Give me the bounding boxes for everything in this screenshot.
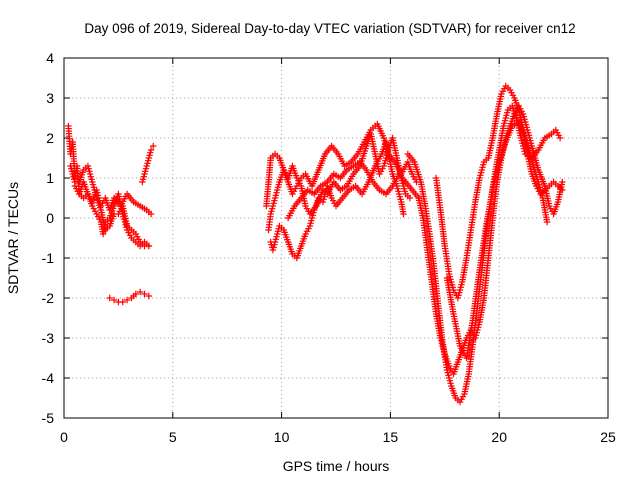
data-point-marker [147, 210, 155, 218]
series-trace-i [284, 158, 422, 222]
data-point-marker [147, 146, 155, 154]
series-trace-a [65, 122, 155, 218]
x-axis-label: GPS time / hours [283, 458, 390, 474]
y-axis-label: SDTVAR / TECUs [5, 182, 21, 294]
series-trace-d [106, 288, 153, 306]
x-tick-label: 20 [491, 429, 507, 445]
data-point-marker [543, 218, 551, 226]
y-tick-label: 2 [46, 130, 54, 146]
data-point-marker [559, 178, 566, 186]
data-point-marker [150, 142, 157, 150]
data-point-marker [123, 296, 131, 304]
series-trace-e [139, 142, 157, 186]
y-tick-label: 0 [46, 210, 54, 226]
y-tick-label: -2 [42, 290, 55, 306]
data-point-marker [400, 210, 407, 218]
series-trace-m [443, 118, 551, 362]
plot-frame [63, 57, 609, 419]
series-trace-c [71, 182, 153, 250]
data-point-marker [132, 290, 140, 298]
data-point-marker [141, 290, 148, 298]
x-tick-label: 5 [169, 429, 177, 445]
data-point-marker [145, 292, 153, 300]
data-point-marker [110, 296, 118, 304]
data-point-marker [556, 134, 564, 142]
y-tick-label: -5 [42, 410, 55, 426]
data-point-marker [119, 298, 126, 306]
y-tick-label: 1 [46, 170, 54, 186]
data-series [65, 82, 566, 406]
axis-ticks: 0 5 10 15 20 25 -5 -4 -3 -2 -1 0 1 2 3 4 [42, 50, 616, 445]
series-trace-h [267, 138, 407, 262]
y-tick-label: -3 [42, 330, 55, 346]
data-point-marker [406, 194, 414, 202]
series-trace-k [432, 82, 566, 302]
x-tick-label: 10 [274, 429, 290, 445]
data-point-marker [136, 288, 144, 296]
x-tick-label: 25 [600, 429, 616, 445]
chart-title: Day 096 of 2019, Sidereal Day-to-day VTE… [84, 21, 575, 36]
y-tick-label: -4 [42, 370, 55, 386]
y-tick-label: 3 [46, 90, 54, 106]
data-point-marker [145, 242, 153, 250]
gridlines [64, 58, 608, 418]
x-tick-label: 0 [60, 429, 68, 445]
series-trace-l [415, 102, 566, 378]
x-tick-label: 15 [383, 429, 399, 445]
y-tick-label: -1 [42, 250, 55, 266]
y-tick-label: 4 [46, 50, 54, 66]
data-point-marker [106, 294, 113, 302]
